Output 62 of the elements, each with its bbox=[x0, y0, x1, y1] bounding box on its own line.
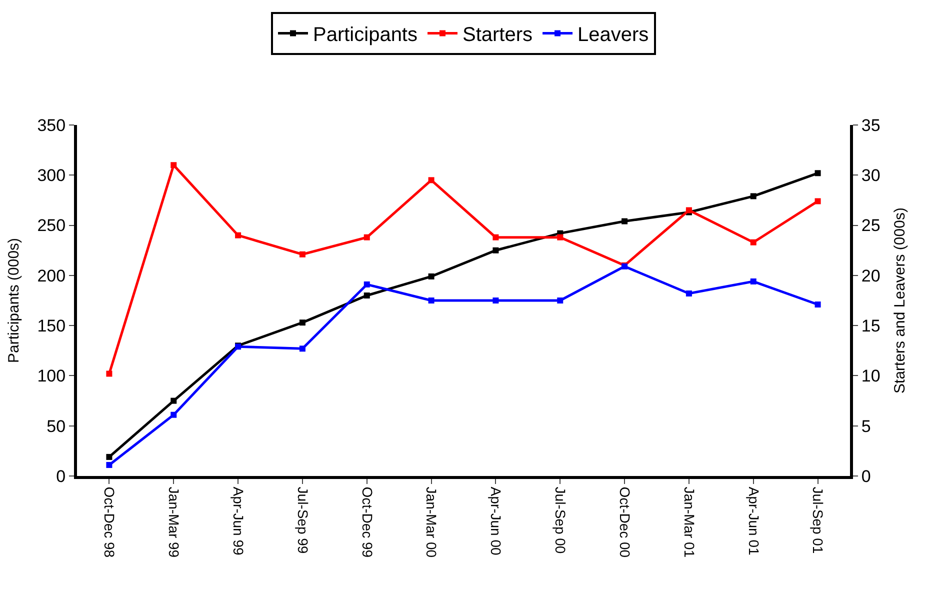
point bbox=[557, 234, 564, 240]
y-tick-label: 0 bbox=[56, 466, 66, 486]
y-tick-label: 150 bbox=[37, 316, 66, 336]
point bbox=[106, 462, 112, 468]
y2-tick-label: 20 bbox=[861, 266, 880, 286]
point bbox=[814, 198, 821, 204]
x-tick-label: Oct-Dec 00 bbox=[616, 486, 633, 558]
legend-label: Starters bbox=[462, 24, 533, 46]
x-tick-label: Apr-Jun 99 bbox=[230, 486, 246, 556]
point bbox=[750, 193, 756, 200]
point bbox=[299, 251, 306, 258]
y2-tick-label: 5 bbox=[861, 416, 871, 436]
y-tick-label: 50 bbox=[46, 416, 66, 436]
x-tick-label: Apr-Jun 00 bbox=[488, 486, 504, 556]
point bbox=[814, 302, 821, 308]
x-tick-label: Jan-Mar 99 bbox=[166, 486, 182, 558]
y2-tick-label: 0 bbox=[861, 466, 871, 486]
legend-label: Participants bbox=[313, 24, 418, 46]
point bbox=[235, 232, 242, 238]
y-tick-label: 250 bbox=[37, 216, 66, 236]
point bbox=[299, 346, 306, 352]
x-tick-label: Oct-Dec 98 bbox=[102, 486, 118, 558]
y2-tick-label: 35 bbox=[861, 116, 880, 135]
x-tick-label: Jul-Sep 00 bbox=[552, 486, 569, 554]
x-tick-label: Oct-Dec 99 bbox=[359, 486, 376, 558]
y2-tick-label: 25 bbox=[861, 216, 880, 236]
point bbox=[364, 292, 370, 298]
point bbox=[364, 234, 370, 240]
point bbox=[428, 273, 434, 280]
y-tick-label: 350 bbox=[37, 116, 66, 135]
y2-tick-label: 10 bbox=[861, 366, 880, 386]
x-tick-label: Jul-Sep 01 bbox=[810, 486, 826, 554]
point bbox=[492, 298, 499, 304]
y2-axis-title: Starters and Leavers (000s) bbox=[891, 208, 908, 394]
y-tick-label: 200 bbox=[37, 266, 66, 286]
point bbox=[814, 170, 821, 176]
x-tick-label: Jul-Sep 99 bbox=[294, 486, 311, 554]
point bbox=[492, 234, 499, 240]
point bbox=[106, 454, 112, 460]
point bbox=[170, 162, 177, 168]
y2-tick-label: 30 bbox=[861, 166, 880, 186]
point bbox=[106, 370, 112, 377]
legend-label: Leavers bbox=[578, 24, 649, 46]
y-axis-title: Participants (000s) bbox=[5, 238, 22, 364]
point bbox=[750, 239, 756, 246]
point bbox=[170, 398, 177, 404]
y-tick-label: 100 bbox=[37, 366, 66, 386]
point bbox=[492, 247, 499, 254]
x-tick-label: Jan-Mar 01 bbox=[681, 486, 698, 558]
point bbox=[299, 320, 306, 326]
point bbox=[622, 218, 628, 224]
point bbox=[557, 298, 564, 304]
point bbox=[686, 290, 692, 296]
y2-tick-label: 15 bbox=[861, 316, 880, 336]
point bbox=[428, 298, 434, 304]
point bbox=[750, 278, 756, 284]
x-tick-label: Apr-Jun 01 bbox=[746, 486, 762, 556]
point bbox=[170, 412, 177, 418]
y-tick-label: 300 bbox=[37, 166, 66, 186]
x-tick-label: Jan-Mar 00 bbox=[424, 486, 440, 558]
point bbox=[428, 177, 434, 184]
point bbox=[364, 281, 370, 288]
